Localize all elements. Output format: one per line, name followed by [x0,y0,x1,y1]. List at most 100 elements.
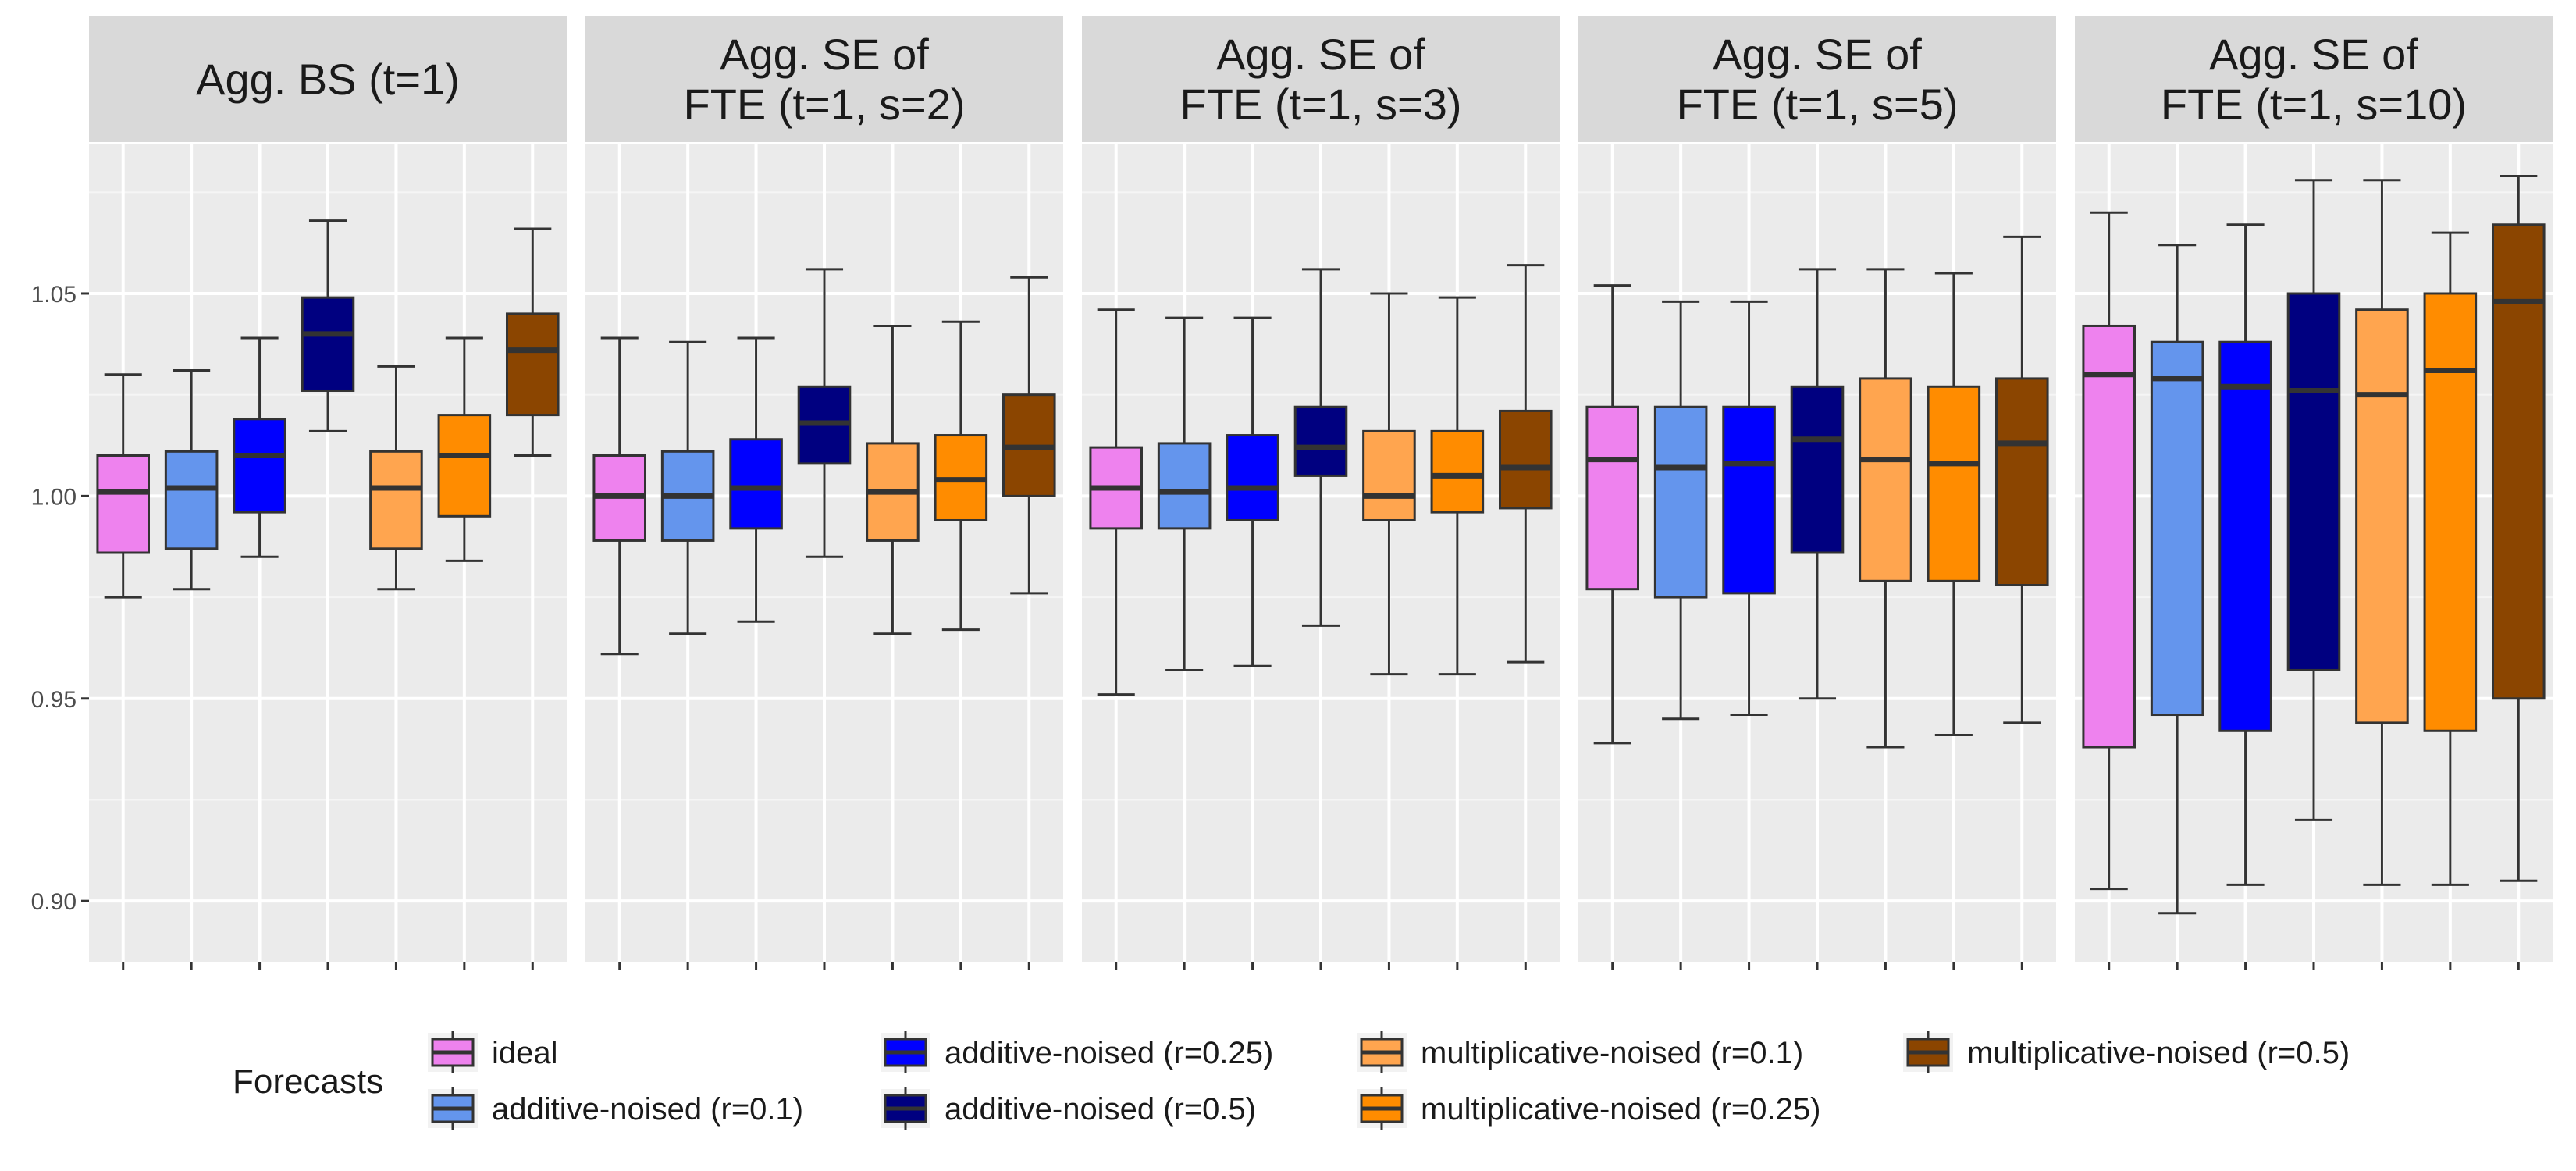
legend-label: ideal [492,1036,558,1070]
box-ideal [1585,284,1640,745]
box-additive-noised-r-0-25- [233,336,286,558]
box-multiplicative-noised-r-0-1- [1362,292,1416,676]
box-body [2492,223,2546,700]
legend-label: additive-noised (r=0.1) [492,1092,803,1127]
box-ideal [592,336,647,656]
box-body [2355,308,2409,724]
panel-title-line: Agg. BS (t=1) [196,55,460,104]
box-body [1859,377,1912,582]
legend-label: multiplicative-noised (r=0.25) [1421,1092,1820,1127]
panel-title-line: Agg. SE of [2209,30,2418,79]
box-body [1927,385,1981,582]
box-body [301,296,355,392]
panel-title-line: FTE (t=1, s=2) [684,80,966,129]
box-multiplicative-noised-r-0-25- [1927,272,1981,736]
box-additive-noised-r-0-1- [2150,244,2204,915]
panel-title-line: FTE (t=1, s=5) [1677,80,1959,129]
box-body [233,418,286,514]
panel-strip [585,16,1063,142]
panel-strip [1578,16,2056,142]
box-multiplicative-noised-r-0-25- [934,320,988,632]
panel-title-line: FTE (t=1, s=10) [2161,80,2467,129]
box-body [2423,292,2478,732]
box-additive-noised-r-0-1- [660,340,715,635]
box-body [1790,385,1845,554]
panel-strip [89,16,567,142]
legend-item: multiplicative-noised (r=0.5) [1903,1031,2350,1073]
box-multiplicative-noised-r-0-1- [2355,179,2409,886]
box-multiplicative-noised-r-0-1- [369,365,423,591]
box-multiplicative-noised-r-0-25- [1430,296,1485,676]
box-body [1226,434,1279,521]
box-additive-noised-r-0-1- [164,369,219,591]
box-body [1499,409,1553,510]
panel-title-line: Agg. SE of [1713,30,1922,79]
legend-label: multiplicative-noised (r=0.1) [1421,1036,1803,1070]
legend-item: additive-noised (r=0.1) [428,1087,803,1130]
y-tick-label: 0.95 [31,687,76,713]
box-body [1430,429,1485,514]
legend-item: additive-noised (r=0.5) [881,1087,1256,1130]
box-body [2218,340,2272,732]
box-additive-noised-r-0-5- [2286,179,2341,821]
box-multiplicative-noised-r-0-5- [2492,175,2546,882]
legend-label: additive-noised (r=0.25) [945,1036,1273,1070]
box-additive-noised-r-0-5- [797,268,852,558]
box-additive-noised-r-0-5- [301,219,355,432]
box-additive-noised-r-0-25- [1226,316,1279,667]
box-additive-noised-r-0-25- [1722,300,1776,717]
box-body [1722,405,1776,595]
legend-item: additive-noised (r=0.25) [881,1031,1273,1073]
box-body [1585,405,1640,591]
box-multiplicative-noised-r-0-5- [1995,235,2049,724]
box-body [2286,292,2341,671]
legend-label: multiplicative-noised (r=0.5) [1967,1036,2350,1070]
box-body [1157,442,1212,530]
y-tick-label: 0.90 [31,889,76,915]
box-ideal [96,373,150,599]
panel-strip [2075,16,2553,142]
box-additive-noised-r-0-25- [729,336,783,623]
panel-title-line: Agg. SE of [1216,30,1425,79]
legend-item: multiplicative-noised (r=0.1) [1357,1031,1803,1073]
box-additive-noised-r-0-25- [2218,223,2272,886]
box-additive-noised-r-0-5- [1790,268,1845,700]
box-multiplicative-noised-r-0-5- [1499,264,1553,664]
legend-item: ideal [428,1031,558,1073]
box-ideal [1089,308,1144,696]
box-multiplicative-noised-r-0-25- [2423,231,2478,886]
box-body [2150,340,2204,717]
box-body [437,414,492,518]
box-multiplicative-noised-r-0-1- [866,324,920,635]
box-body [96,454,150,554]
panel-title-line: FTE (t=1, s=3) [1180,80,1462,129]
legend-title: Forecasts [233,1062,383,1101]
panel-title-line: Agg. SE of [720,30,929,79]
legend-label: additive-noised (r=0.5) [945,1092,1256,1127]
box-body [369,450,423,550]
box-additive-noised-r-0-1- [1653,300,1708,721]
legend: Forecasts ideal additive-noised (r=0.1) add… [233,1031,2350,1130]
y-axis: 0.90 0.95 1.00 1.05 [31,282,89,915]
box-multiplicative-noised-r-0-25- [437,336,492,562]
box-ideal [2082,211,2136,891]
panel-strip [1082,16,1560,142]
box-multiplicative-noised-r-0-5- [1002,276,1056,595]
box-body [164,450,219,550]
box-body [1653,405,1708,599]
box-additive-noised-r-0-5- [1293,268,1348,627]
panel-1: Agg. BS (t=1) [89,16,567,970]
legend-item: multiplicative-noised (r=0.25) [1357,1087,1820,1130]
y-tick-label: 1.05 [31,282,76,308]
box-multiplicative-noised-r-0-1- [1859,268,1912,749]
box-body [2082,324,2136,749]
y-tick-label: 1.00 [31,484,76,510]
box-body [729,438,783,530]
box-multiplicative-noised-r-0-5- [506,227,560,457]
box-body [506,312,560,417]
